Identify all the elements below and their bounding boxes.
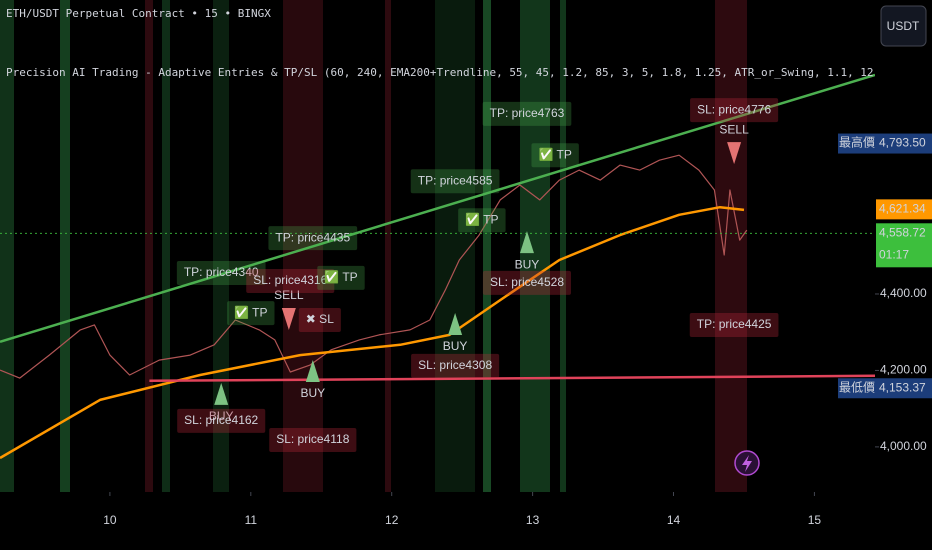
annotation-box <box>298 307 341 332</box>
time-axis <box>0 492 932 550</box>
annotation-box <box>246 268 335 293</box>
annotation-box <box>227 301 275 326</box>
axes: 1011121314154,000.004,200.004,400.004,80… <box>103 133 932 527</box>
alert-bolt <box>742 455 752 472</box>
price-name-box <box>838 378 876 399</box>
annotation-box <box>317 265 365 290</box>
annotation-label: TP: price4585 <box>418 173 493 187</box>
series-line <box>0 205 745 460</box>
zone <box>0 0 14 492</box>
series-line <box>0 154 748 379</box>
y-tick-label: 4,200.00 <box>880 363 927 377</box>
annotation-box <box>482 101 572 126</box>
y-tick-label: 4,400.00 <box>880 286 927 300</box>
price-axis <box>875 0 932 550</box>
annotation-box <box>410 169 500 194</box>
signal-marker <box>305 359 320 382</box>
zone <box>162 0 170 492</box>
price-label-box <box>876 199 932 220</box>
signal-zones <box>0 0 747 492</box>
currency-label: USDT <box>887 19 920 33</box>
zone <box>435 0 475 492</box>
price-label: 4,558.72 <box>879 225 926 239</box>
zone <box>483 0 491 492</box>
x-tick-label: 10 <box>103 513 117 527</box>
annotation-box <box>177 408 266 433</box>
price-label-box <box>876 223 932 268</box>
price-name-box <box>838 133 876 154</box>
price-label: 4,153.37 <box>879 380 926 394</box>
signal-marker <box>448 312 463 335</box>
price-name: 最低價 <box>839 380 875 394</box>
zone <box>560 0 566 492</box>
signal-label: SELL <box>719 122 749 136</box>
price-label: 4,793.50 <box>879 136 926 150</box>
signal-label: BUY <box>209 409 234 423</box>
chart-title: ETH/USDT Perpetual Contract • 15 • BINGX <box>6 7 271 20</box>
header: ETH/USDT Perpetual Contract • 15 • BINGX… <box>6 7 932 79</box>
annotation-label: TP: price4425 <box>697 317 772 331</box>
annotation-label: ✅ TP <box>234 305 267 319</box>
signal-marker <box>519 231 534 254</box>
price-name: 最高價 <box>839 135 875 150</box>
annotation-label: TP: price4435 <box>275 230 350 244</box>
signal-label: SELL <box>274 288 304 302</box>
price-label: 4,621.34 <box>879 202 926 216</box>
zone <box>385 0 391 492</box>
annotation-label: SL: price4776 <box>697 102 771 116</box>
y-tick-label: 4,000.00 <box>880 439 927 453</box>
annotation-label: TP: price4340 <box>184 265 259 279</box>
signal-marker <box>281 308 296 331</box>
annotation-label: SL: price4308 <box>418 358 492 372</box>
annotation-label: SL: price4528 <box>490 275 564 289</box>
x-tick-label: 14 <box>667 513 681 527</box>
annotation-label: ✖ SL <box>306 312 334 326</box>
annotation-label: SL: price4118 <box>276 432 349 446</box>
annotation-box <box>268 226 358 251</box>
annotation-label: SL: price4316 <box>253 273 327 287</box>
annotation-box <box>482 270 572 295</box>
plot-area <box>0 73 875 460</box>
annotations: BUYSELLBUYBUYBUYSELLTP: price4340✅ TPSL:… <box>176 98 779 453</box>
annotation-label: SL: price4162 <box>184 413 258 427</box>
annotation-label: ✅ TP <box>465 212 498 226</box>
zone <box>145 0 153 492</box>
price-label-box <box>876 378 932 399</box>
signal-marker <box>214 382 229 405</box>
signal-label: BUY <box>300 386 325 400</box>
annotation-box <box>176 260 266 285</box>
zone <box>715 0 747 492</box>
annotation-box <box>269 428 357 453</box>
annotation-label: TP: price4763 <box>490 106 565 120</box>
signal-marker <box>727 142 742 165</box>
annotation-box <box>689 312 779 337</box>
annotation-label: ✅ TP <box>538 147 571 161</box>
chart-subtitle: Precision AI Trading - Adaptive Entries … <box>6 66 932 79</box>
annotation-box <box>458 208 506 233</box>
x-tick-label: 11 <box>245 513 258 527</box>
x-tick-label: 13 <box>526 513 540 527</box>
currency-button[interactable] <box>880 5 927 47</box>
annotation-box <box>411 353 500 378</box>
x-tick-label: 15 <box>808 513 822 527</box>
annotation-box <box>690 98 779 123</box>
price-label-box <box>876 133 932 154</box>
series-line <box>149 374 875 383</box>
signal-label: BUY <box>515 257 540 271</box>
annotation-box <box>531 143 579 168</box>
series-line <box>0 73 875 343</box>
annotation-label: ✅ TP <box>324 270 357 284</box>
x-tick-label: 12 <box>385 513 399 527</box>
signal-label: BUY <box>443 339 468 353</box>
zone <box>60 0 70 492</box>
countdown: 01:17 <box>879 247 909 261</box>
